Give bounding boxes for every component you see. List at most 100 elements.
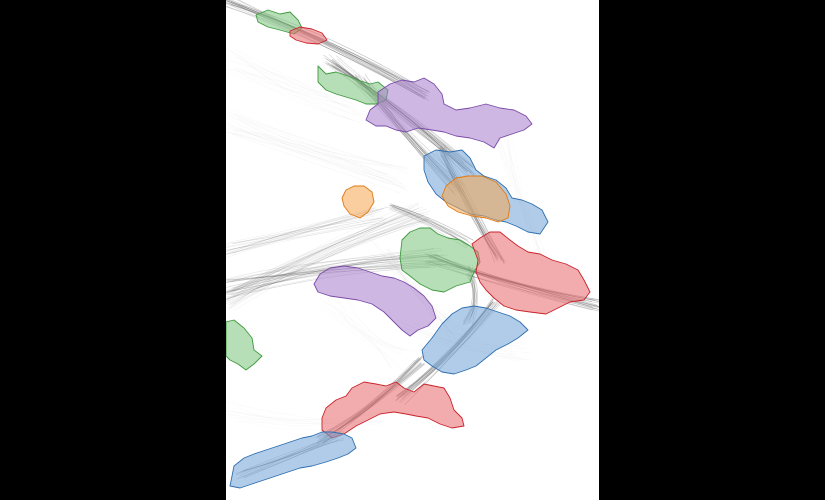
trajectory-trace (226, 131, 402, 194)
trajectory-trace (226, 218, 428, 302)
trajectory-trace (320, 303, 389, 357)
trajectory-trace (388, 205, 475, 246)
trajectory-trace (233, 48, 374, 122)
trajectory-trace (238, 70, 356, 107)
trajectory-trace (226, 218, 414, 295)
trajectory-trace (226, 206, 424, 293)
cluster-region-orange-right (441, 175, 511, 223)
trajectory-trace (229, 132, 393, 183)
trajectory-trace (232, 133, 390, 185)
trajectory-trace (226, 47, 355, 108)
trajectory-trace (235, 67, 359, 117)
trajectory-trace (330, 310, 392, 369)
trajectory-trace (232, 218, 386, 253)
trajectory-trace (393, 208, 475, 248)
trajectory-trace (227, 212, 425, 310)
trajectory-trace (226, 125, 408, 171)
trajectory-trace (324, 305, 404, 351)
trajectory-trace (231, 217, 385, 245)
trajectory-trace (238, 118, 409, 192)
trajectory-trace (232, 214, 413, 305)
cluster-region-blue-lower (421, 305, 529, 375)
trajectory-trace (230, 1, 429, 93)
trajectory-trace (389, 203, 471, 243)
trajectory-trace (226, 212, 411, 293)
trajectory-trace (227, 202, 419, 295)
trajectory-trace (226, 222, 386, 251)
trajectory-trace (509, 124, 546, 269)
trajectory-trace (229, 219, 387, 250)
trajectory-trace (226, 121, 406, 189)
trajectory-trace (226, 217, 413, 301)
trajectory-trace (234, 56, 356, 105)
trajectory-trace (236, 56, 361, 123)
cluster-region-red-lower (321, 381, 465, 439)
trajectory-trace (234, 219, 414, 311)
trajectory-trace (390, 203, 469, 241)
trajectory-trace (391, 207, 474, 241)
trajectory-trace (233, 68, 354, 105)
trajectory-trace (228, 218, 383, 255)
trajectory-trace (226, 221, 422, 300)
trajectory-trace (228, 213, 429, 310)
trajectory-trace (385, 206, 467, 240)
trajectory-trace (235, 219, 428, 291)
trajectory-trace (233, 222, 377, 244)
trajectory-trace (226, 116, 394, 167)
trajectory-trace (226, 213, 373, 258)
trajectory-trace (226, 72, 355, 115)
trajectory-trace (229, 218, 430, 304)
cluster-region-blue-bottom (229, 431, 357, 489)
trajectory-trace (228, 221, 427, 309)
trajectory-trace (238, 128, 410, 192)
trajectory-trace (237, 53, 354, 121)
trajectory-trace (226, 216, 375, 246)
trajectory-trace (226, 210, 430, 303)
trajectory-trace (226, 113, 406, 188)
trajectory-trace (226, 0, 424, 93)
trajectory-trace (226, 204, 419, 294)
trajectory-trace (238, 119, 398, 180)
trajectory-trace (226, 207, 420, 291)
trajectory-trace (226, 212, 421, 294)
trajectory-trace (392, 204, 474, 241)
trajectory-trace (498, 136, 543, 256)
trajectory-trace (341, 313, 407, 351)
trajectory-trace (319, 308, 399, 364)
trajectory-trace (226, 218, 411, 302)
cluster-region-layer (226, 9, 591, 489)
trajectory-trace (230, 207, 414, 306)
trajectory-trace (390, 206, 466, 244)
trajectory-trace (322, 301, 391, 369)
trajectory-trace (226, 214, 424, 293)
trajectory-trace (496, 139, 541, 251)
cluster-region-red-top (289, 26, 328, 45)
trajectory-trace (507, 137, 545, 258)
cluster-region-red-right (471, 231, 591, 315)
trajectory-trace (226, 123, 403, 185)
trajectory-trace (226, 129, 409, 188)
trajectory-trace (495, 132, 536, 255)
trajectory-trace (226, 110, 402, 170)
trajectory-trace (233, 68, 352, 120)
trajectory-trace (226, 203, 413, 301)
trajectory-trace (226, 112, 409, 174)
cluster-region-purple-upper (365, 77, 533, 149)
trajectory-trace (229, 109, 404, 187)
cluster-region-purple-lower (313, 265, 437, 337)
cluster-region-orange-left (341, 185, 375, 219)
trajectory-trace (226, 48, 374, 115)
trajectory-trace (228, 217, 429, 306)
trajectory-trace (234, 114, 387, 175)
trajectory-trace (229, 208, 427, 293)
trajectory-trace (232, 208, 419, 292)
trajectory-trace (226, 217, 384, 248)
trajectory-trace (226, 127, 389, 175)
trajectory-overlay-svg (226, 0, 599, 489)
trajectory-trace (232, 214, 373, 254)
trajectory-trace (505, 132, 547, 255)
trajectory-trace (390, 205, 466, 244)
trajectory-trace (226, 68, 371, 118)
trajectory-trace (234, 130, 408, 169)
